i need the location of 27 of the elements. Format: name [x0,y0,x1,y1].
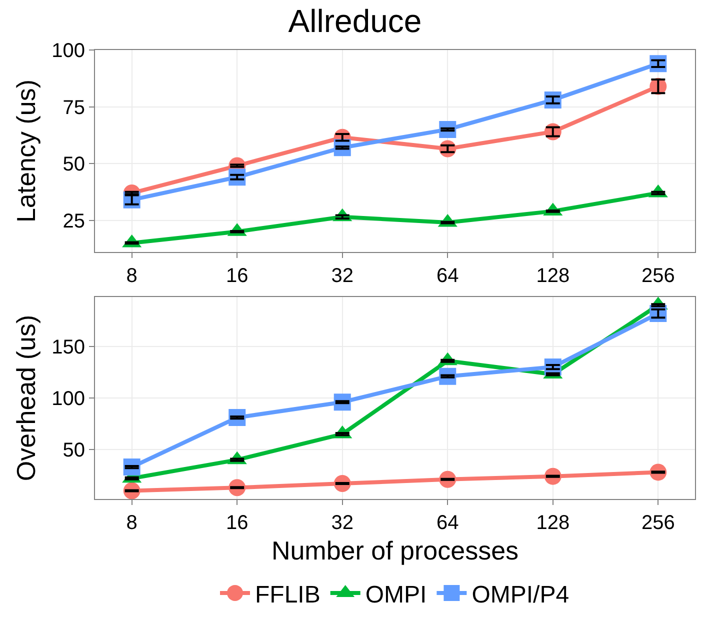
legend-label: FFLIB [255,581,320,608]
x-tick-label: 64 [436,265,459,288]
legend-label: OMPI [365,581,427,608]
x-tick-label: 256 [641,512,675,534]
x-tick-label: 128 [536,265,570,288]
x-tick-label: 64 [436,512,459,534]
y-tick-label: 100 [52,40,85,62]
x-tick-label: 16 [226,512,248,534]
x-tick-label: 8 [126,512,138,534]
y-tick-label: 25 [62,210,85,232]
chart-title: Allreduce [288,2,422,39]
y-tick-label: 50 [62,154,85,176]
y-tick-label: 75 [62,96,85,119]
x-tick-label: 256 [641,265,675,288]
x-tick-label: 32 [331,512,354,534]
point [544,123,562,140]
x-tick-label: 16 [226,265,248,288]
x-tick-label: 8 [126,265,138,288]
y-tick-label: 100 [52,388,85,410]
legend-label: OMPI/P4 [472,581,570,608]
x-tick-label: 32 [331,265,354,288]
y-axis-title: Overhead (us) [11,314,42,482]
y-tick-label: 150 [52,336,85,358]
y-tick-label: 50 [62,440,85,462]
x-axis-title: Number of processes [271,536,519,566]
y-axis-title: Latency (us) [11,79,42,223]
x-tick-label: 128 [536,512,570,534]
